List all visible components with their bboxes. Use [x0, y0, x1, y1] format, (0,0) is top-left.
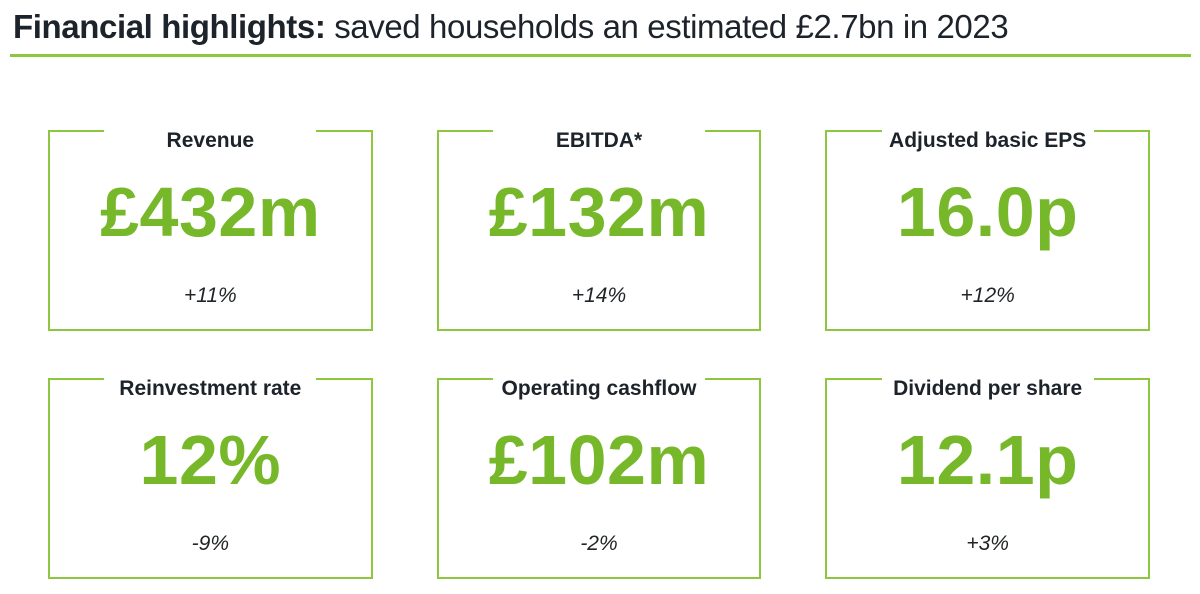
metric-value: 16.0p: [896, 173, 1079, 251]
metric-value: 12.1p: [896, 421, 1079, 499]
metrics-grid: Revenue £432m +11% EBITDA* £132m +14% Ad…: [48, 128, 1150, 579]
metric-card-dividend-per-share: Dividend per share 12.1p +3%: [825, 376, 1150, 579]
metric-label: Adjusted basic EPS: [881, 128, 1094, 154]
metric-card-ebitda: EBITDA* £132m +14%: [436, 128, 762, 331]
metric-label: Revenue: [104, 128, 317, 154]
metric-card-adjusted-basic-eps: Adjusted basic EPS 16.0p +12%: [825, 128, 1150, 331]
metric-card-reinvestment-rate: Reinvestment rate 12% -9%: [48, 376, 373, 579]
metric-value: £432m: [100, 173, 321, 251]
metric-label: Dividend per share: [881, 376, 1094, 402]
metric-change: +14%: [571, 284, 627, 307]
metric-label: EBITDA*: [492, 128, 705, 154]
metric-value: £102m: [488, 421, 710, 499]
metric-change: +3%: [966, 532, 1009, 555]
metric-label: Operating cashflow: [492, 376, 705, 402]
metric-change: +11%: [183, 284, 237, 307]
metric-change: +12%: [960, 284, 1015, 307]
title-underline-rule: [10, 54, 1191, 57]
metric-card-revenue: Revenue £432m +11%: [48, 128, 373, 331]
metric-card-operating-cashflow: Operating cashflow £102m -2%: [436, 376, 762, 579]
metric-change: -9%: [191, 532, 229, 555]
metric-change: -2%: [580, 532, 618, 555]
metric-value: 12%: [139, 421, 282, 499]
page-header: Financial highlights: saved households a…: [0, 0, 1200, 47]
page-title: Financial highlights: saved households a…: [13, 7, 1188, 47]
page-title-rest: saved households an estimated £2.7bn in …: [325, 8, 1009, 45]
metric-value: £132m: [488, 173, 710, 251]
metric-label: Reinvestment rate: [104, 376, 317, 402]
page-title-bold: Financial highlights:: [13, 8, 326, 45]
